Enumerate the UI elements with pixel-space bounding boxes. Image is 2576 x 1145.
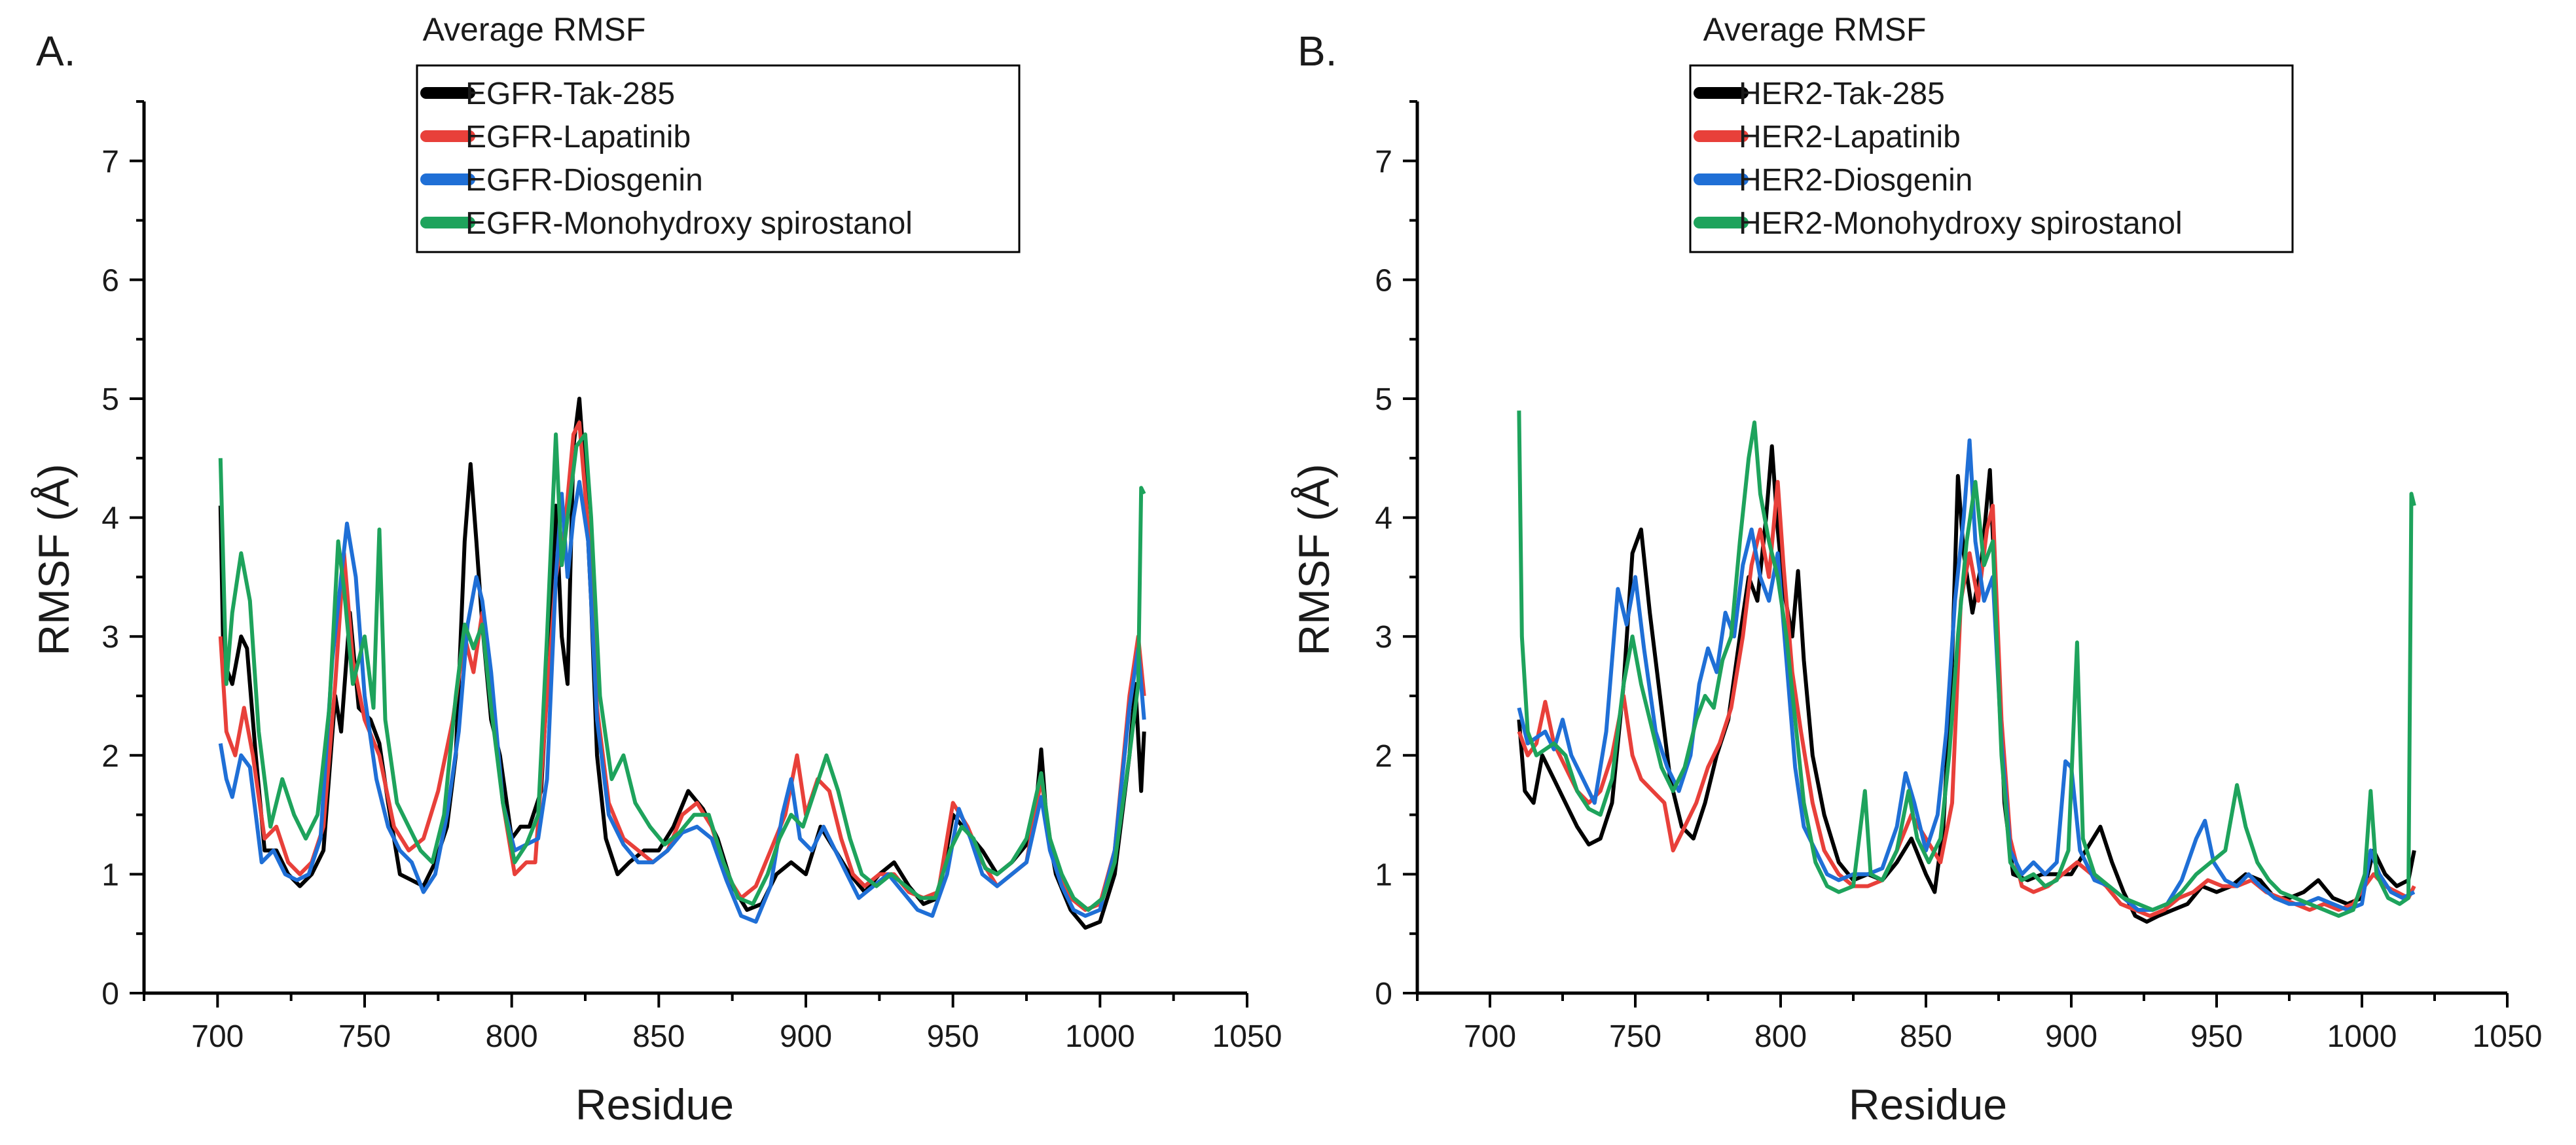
legend: EGFR-Tak-285 EGFR-Lapatinib EGFR-Diosgenin… [416,64,1021,253]
series-line-3 [1517,438,2416,912]
x-tick-label: 850 [1900,1019,1952,1054]
x-tick-label: 850 [632,1019,685,1054]
y-tick-label: 5 [1375,382,1392,417]
y-tick-label: 1 [101,858,119,892]
x-axis-label: Residue [1849,1080,2007,1129]
y-tick-label: 3 [1375,620,1392,655]
legend-label: HER2-Monohydroxy spirostanol [1739,206,2183,241]
x-tick-label: 750 [1609,1019,1661,1054]
y-tick-label: 6 [101,263,119,298]
panel-label: B. [1297,27,1337,75]
x-tick-label: 900 [2045,1019,2097,1054]
x-tick-label: 800 [486,1019,538,1054]
x-tick-label: 700 [1464,1019,1516,1054]
y-axis-label: RMSF (Å) [29,463,78,655]
legend-label: HER2-Diosgenin [1739,163,1973,198]
x-tick-label: 900 [780,1019,832,1054]
x-tick-label: 1000 [2327,1019,2397,1054]
series-layer [218,397,1146,930]
series-line-1 [1517,444,2416,924]
panel-a: A. Average RMSF Residue RMSF (Å) 0 1 2 3 4 5 6… [29,11,1282,1129]
x-tick-label: 1050 [1212,1019,1282,1054]
legend-label: EGFR-Tak-285 [465,77,675,111]
x-tick-label: 1050 [2473,1019,2543,1054]
legend-label: HER2-Tak-285 [1739,77,1945,111]
axes: 0 1 2 3 4 5 6 7 700 750 800 850 900 950 1000 1050 [101,100,1282,1054]
y-axis-label: RMSF (Å) [1290,463,1338,655]
y-tick-label: 7 [1375,145,1392,179]
y-tick-label: 3 [101,620,119,655]
y-tick-label: 4 [1375,501,1392,536]
chart-title: Average RMSF [1703,11,1927,48]
y-tick-label: 2 [1375,739,1392,774]
legend-label: HER2-Lapatinib [1739,120,1961,154]
y-tick-label: 7 [101,145,119,179]
x-tick-label: 950 [2190,1019,2243,1054]
y-tick-label: 0 [101,977,119,1011]
axes: 0 1 2 3 4 5 6 7 700 750 800 850 900 950 1000 1050 [1375,100,2543,1054]
x-tick-label: 700 [191,1019,244,1054]
series-layer [1517,410,2416,924]
x-tick-label: 950 [927,1019,979,1054]
legend-label: EGFR-Monohydroxy spirostanol [465,206,913,241]
y-tick-label: 6 [1375,263,1392,298]
legend-box [416,64,1021,253]
legend: HER2-Tak-285 HER2-Lapatinib HER2-Diosgenin… [1689,64,2294,253]
x-tick-label: 800 [1754,1019,1807,1054]
legend-box [1689,64,2294,253]
y-tick-label: 0 [1375,977,1392,1011]
x-tick-label: 1000 [1065,1019,1135,1054]
chart-title: Average RMSF [423,11,646,48]
y-tick-label: 4 [101,501,119,536]
x-axis-label: Residue [575,1080,734,1129]
series-line-3 [218,480,1146,924]
x-tick-label: 750 [338,1019,391,1054]
y-tick-label: 5 [101,382,119,417]
y-tick-label: 2 [101,739,119,774]
series-line-4 [218,432,1146,912]
y-tick-label: 1 [1375,858,1392,892]
series-line-4 [1517,410,2416,918]
legend-label: EGFR-Lapatinib [465,120,691,154]
panel-label: A. [36,27,75,75]
legend-label: EGFR-Diosgenin [465,163,703,198]
panel-b: B. Average RMSF Residue RMSF (Å) 0 1 2 3 4 5 6… [1290,11,2542,1129]
